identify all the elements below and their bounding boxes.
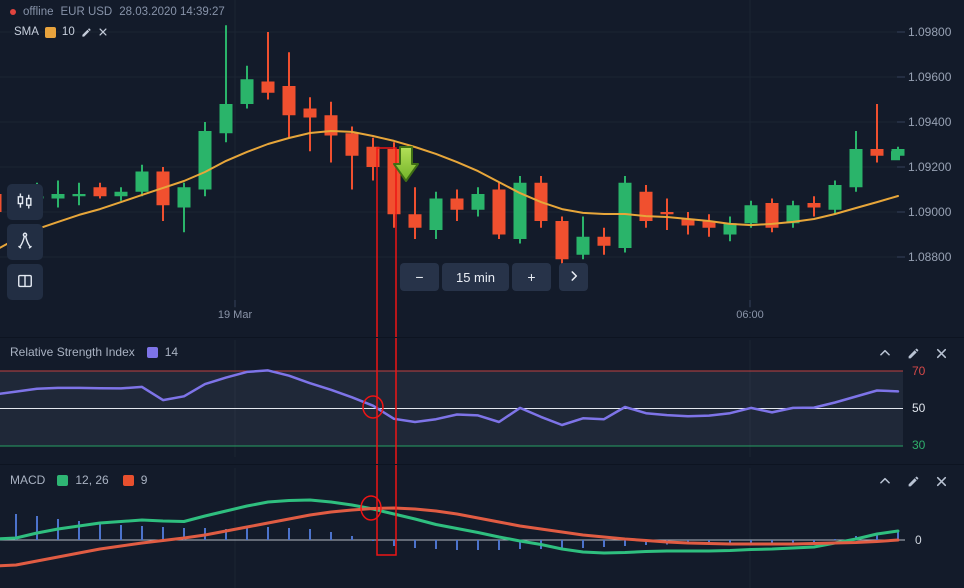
macd-zero-label: 0 — [915, 533, 922, 547]
rsi-level-30-label: 30 — [912, 438, 926, 452]
symbol-name: EUR USD — [60, 6, 113, 18]
remove-rsi-icon[interactable] — [935, 347, 948, 360]
sma-period-value: 10 — [61, 26, 75, 38]
macd-panel-actions — [878, 474, 948, 488]
rsi-panel-actions — [878, 346, 948, 360]
compass-icon — [15, 231, 35, 254]
rsi-color-swatch — [146, 346, 158, 358]
price-axis-label: 1.09800 — [908, 25, 952, 39]
chart-type-button[interactable] — [7, 184, 43, 220]
price-axis-label: 1.09400 — [908, 115, 952, 129]
candlestick-series — [0, 25, 905, 264]
rsi-period-value: 14 — [164, 345, 179, 359]
split-view-button[interactable] — [7, 264, 43, 300]
macd-color-swatch — [57, 474, 69, 486]
highlight-box-annotation — [376, 147, 397, 556]
macd-signal-color-swatch — [122, 474, 134, 486]
timeframe-increase-button[interactable]: + — [512, 263, 551, 291]
price-axis-label: 1.09000 — [908, 205, 952, 219]
sma-label: SMA — [14, 26, 39, 38]
rsi-level-70-label: 70 — [912, 364, 926, 378]
drawing-tools-button[interactable] — [7, 224, 43, 260]
macd-panel-header: MACD 12, 26 9 — [10, 473, 147, 487]
panel-separator — [0, 337, 964, 338]
rsi-level-50-label: 50 — [912, 401, 926, 415]
quote-header: offline EUR USD 28.03.2020 14:39:27 — [10, 6, 225, 18]
split-view-icon — [15, 271, 35, 294]
chart-toolbar — [7, 184, 43, 300]
timeframe-value[interactable]: 15 min — [442, 263, 509, 291]
chevron-right-icon — [567, 269, 581, 286]
scroll-forward-button[interactable] — [559, 263, 588, 291]
price-axis-label: 1.09600 — [908, 70, 952, 84]
time-axis-label: 19 Mar — [217, 309, 253, 321]
sma-color-swatch — [44, 26, 56, 38]
edit-rsi-icon[interactable] — [907, 347, 920, 360]
crossover-circle-annotation — [362, 395, 384, 419]
edit-sma-icon[interactable] — [81, 27, 92, 38]
timeframe-decrease-button[interactable]: − — [400, 263, 439, 291]
crossover-circle-annotation — [360, 495, 382, 521]
edit-macd-icon[interactable] — [907, 475, 920, 488]
macd-signal-value: 9 — [140, 473, 148, 487]
price-axis-label: 1.09200 — [908, 160, 952, 174]
collapse-macd-icon[interactable] — [878, 474, 892, 488]
candlestick-icon — [15, 191, 35, 214]
sell-arrow-annotation — [393, 146, 419, 182]
price-axis-label: 1.08800 — [908, 250, 952, 264]
macd-panel-title: MACD — [10, 473, 46, 487]
macd-fast-slow-value: 12, 26 — [75, 473, 109, 487]
sma-indicator-row: SMA 10 — [14, 26, 108, 38]
quote-timestamp: 28.03.2020 14:39:27 — [119, 6, 225, 18]
collapse-rsi-icon[interactable] — [878, 346, 892, 360]
remove-sma-icon[interactable] — [98, 27, 108, 37]
rsi-panel-title: Relative Strength Index — [10, 345, 135, 359]
rsi-panel-header: Relative Strength Index 14 — [10, 345, 178, 359]
timeframe-controls: − 15 min + — [400, 263, 551, 291]
panel-separator — [0, 464, 964, 465]
time-axis-label: 06:00 — [736, 309, 764, 321]
remove-macd-icon[interactable] — [935, 475, 948, 488]
market-status: offline — [23, 6, 54, 18]
offline-status-dot-icon — [10, 9, 16, 15]
